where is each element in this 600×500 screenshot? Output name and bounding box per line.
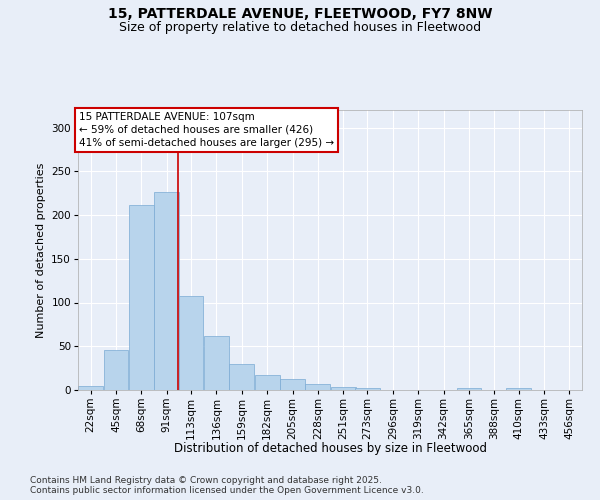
Bar xyxy=(355,388,380,390)
Bar xyxy=(78,386,103,390)
Y-axis label: Number of detached properties: Number of detached properties xyxy=(36,162,46,338)
Bar xyxy=(229,364,254,390)
Bar xyxy=(154,192,179,390)
Bar xyxy=(457,388,481,390)
Bar xyxy=(506,388,531,390)
Bar xyxy=(204,336,229,390)
Bar xyxy=(331,388,356,390)
Bar xyxy=(129,206,154,390)
Text: 15, PATTERDALE AVENUE, FLEETWOOD, FY7 8NW: 15, PATTERDALE AVENUE, FLEETWOOD, FY7 8N… xyxy=(108,8,492,22)
Bar xyxy=(255,375,280,390)
Bar xyxy=(280,378,305,390)
Text: Size of property relative to detached houses in Fleetwood: Size of property relative to detached ho… xyxy=(119,21,481,34)
Bar xyxy=(305,384,330,390)
X-axis label: Distribution of detached houses by size in Fleetwood: Distribution of detached houses by size … xyxy=(173,442,487,455)
Bar xyxy=(179,296,203,390)
Text: 15 PATTERDALE AVENUE: 107sqm
← 59% of detached houses are smaller (426)
41% of s: 15 PATTERDALE AVENUE: 107sqm ← 59% of de… xyxy=(79,112,334,148)
Bar xyxy=(104,350,128,390)
Text: Contains HM Land Registry data © Crown copyright and database right 2025.
Contai: Contains HM Land Registry data © Crown c… xyxy=(30,476,424,495)
